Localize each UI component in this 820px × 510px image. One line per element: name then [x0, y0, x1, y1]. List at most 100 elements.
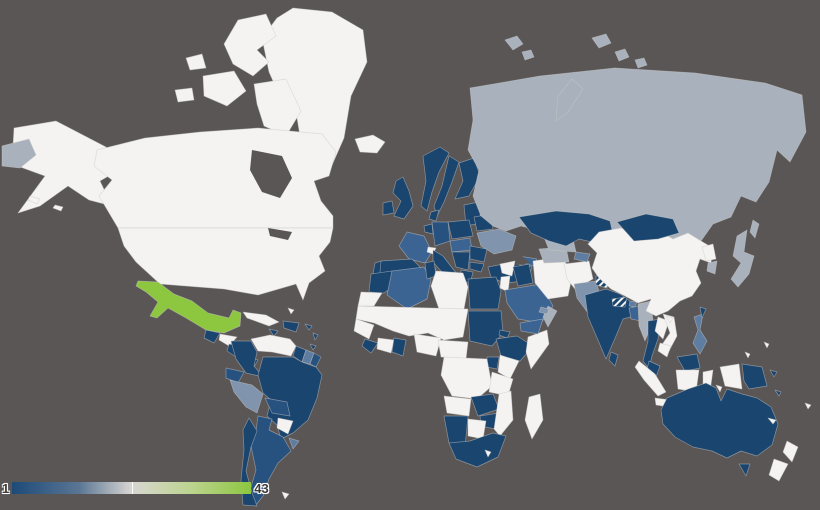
country-sri-lanka[interactable] [608, 351, 619, 367]
country-sumatra[interactable] [634, 360, 667, 397]
country-nigeria[interactable] [413, 333, 442, 357]
country-algeria[interactable] [386, 266, 432, 310]
country-cuba[interactable] [242, 311, 280, 327]
country-arctic-islands[interactable] [202, 70, 247, 107]
country-cameroon-car[interactable] [437, 339, 469, 360]
country-franz-josef[interactable] [591, 33, 612, 49]
country-venezuela[interactable] [250, 334, 297, 357]
country-franz-josef[interactable] [634, 57, 648, 69]
country-russia[interactable] [467, 67, 807, 242]
country-western-sahara[interactable] [357, 291, 383, 307]
country-argentina[interactable] [249, 415, 292, 507]
country-france[interactable] [398, 231, 433, 264]
country-australia[interactable] [660, 382, 779, 459]
country-hispaniola[interactable] [282, 320, 300, 333]
country-somalia[interactable] [525, 329, 550, 370]
country-ukraine[interactable] [476, 228, 517, 255]
country-usa[interactable] [117, 227, 334, 301]
country-sweden[interactable] [433, 155, 460, 217]
country-botswana[interactable] [467, 418, 487, 440]
country-uk[interactable] [392, 176, 414, 220]
country-solomon[interactable] [774, 389, 782, 397]
country-guatemala[interactable] [203, 329, 221, 344]
country-peru[interactable] [229, 379, 264, 414]
country-sahel-band[interactable] [355, 305, 469, 341]
country-south-africa[interactable] [448, 432, 507, 468]
country-nepal-disputed[interactable] [611, 296, 628, 308]
country-aleutians[interactable] [27, 195, 41, 205]
country-libya[interactable] [430, 270, 469, 310]
country-philippines[interactable] [692, 313, 708, 355]
country-benelux[interactable] [423, 223, 434, 235]
country-mozambique[interactable] [493, 390, 514, 437]
country-uruguay[interactable] [288, 437, 300, 450]
country-yemen[interactable] [519, 318, 544, 335]
country-zambia[interactable] [470, 393, 500, 417]
country-svalbard[interactable] [521, 49, 535, 61]
country-ivory-coast[interactable] [376, 337, 395, 354]
country-falklands[interactable] [281, 491, 290, 500]
country-arctic-islands[interactable] [174, 87, 195, 103]
country-poland[interactable] [447, 219, 474, 240]
country-brazil[interactable] [257, 356, 323, 440]
country-ghana[interactable] [391, 337, 407, 357]
country-new-caledonia[interactable] [767, 417, 777, 425]
country-iceland[interactable] [354, 134, 386, 154]
country-mexico[interactable] [135, 280, 242, 334]
country-aleutians[interactable] [52, 204, 64, 212]
country-egypt[interactable] [467, 276, 502, 310]
country-uae[interactable] [538, 306, 550, 315]
country-drc[interactable] [440, 356, 493, 400]
country-chukotka[interactable] [1, 138, 37, 169]
country-japan[interactable] [730, 229, 755, 288]
country-paraguay[interactable] [276, 417, 294, 435]
country-new-zealand-south[interactable] [768, 458, 789, 482]
country-north-korea[interactable] [701, 243, 717, 262]
country-jamaica[interactable] [268, 328, 279, 337]
country-iraq[interactable] [512, 263, 534, 287]
country-madagascar[interactable] [524, 393, 544, 440]
country-novaya-zemlya[interactable] [555, 78, 584, 122]
country-mongolia[interactable] [616, 213, 680, 242]
country-balkans[interactable] [451, 251, 471, 271]
country-south-korea[interactable] [706, 260, 718, 275]
country-hainan[interactable] [665, 315, 674, 324]
country-west-papua[interactable] [719, 363, 743, 390]
country-bahamas[interactable] [287, 307, 295, 315]
country-senegal-guinea[interactable] [353, 318, 375, 340]
country-colombia[interactable] [230, 340, 264, 378]
country-moluccas[interactable] [715, 384, 723, 393]
country-antilles[interactable] [312, 332, 319, 341]
country-bolivia[interactable] [264, 397, 291, 417]
country-png-islands[interactable] [769, 369, 778, 378]
country-arctic-islands[interactable] [223, 13, 277, 77]
country-syria[interactable] [499, 260, 516, 277]
country-east-malaysia[interactable] [676, 353, 701, 372]
country-new-zealand-north[interactable] [782, 440, 799, 463]
country-svalbard[interactable] [504, 35, 524, 51]
country-ireland[interactable] [382, 200, 395, 216]
country-bulgaria[interactable] [469, 261, 485, 273]
country-sakhalin[interactable] [749, 219, 760, 239]
country-antilles[interactable] [309, 343, 317, 351]
country-franz-josef[interactable] [614, 48, 630, 62]
country-eritrea[interactable] [498, 329, 511, 339]
country-taiwan[interactable] [699, 306, 707, 319]
country-denmark[interactable] [428, 209, 440, 222]
country-germany[interactable] [431, 221, 451, 247]
country-norway[interactable] [420, 146, 450, 212]
country-puerto-rico[interactable] [304, 323, 313, 331]
country-fiji[interactable] [804, 402, 812, 410]
country-arctic-islands[interactable] [185, 53, 207, 71]
country-pacific-island[interactable] [744, 351, 751, 359]
country-cambodia[interactable] [657, 342, 672, 358]
country-ecuador[interactable] [225, 367, 245, 384]
country-papua-new-guinea[interactable] [741, 363, 768, 390]
country-angola[interactable] [443, 395, 472, 417]
country-romania[interactable] [469, 245, 488, 263]
country-pacific-island[interactable] [763, 341, 770, 349]
country-austria-czech[interactable] [449, 237, 473, 253]
country-lesotho[interactable] [484, 449, 492, 458]
country-kyrgyz-tajik[interactable] [573, 251, 591, 263]
country-canada[interactable] [93, 127, 337, 229]
